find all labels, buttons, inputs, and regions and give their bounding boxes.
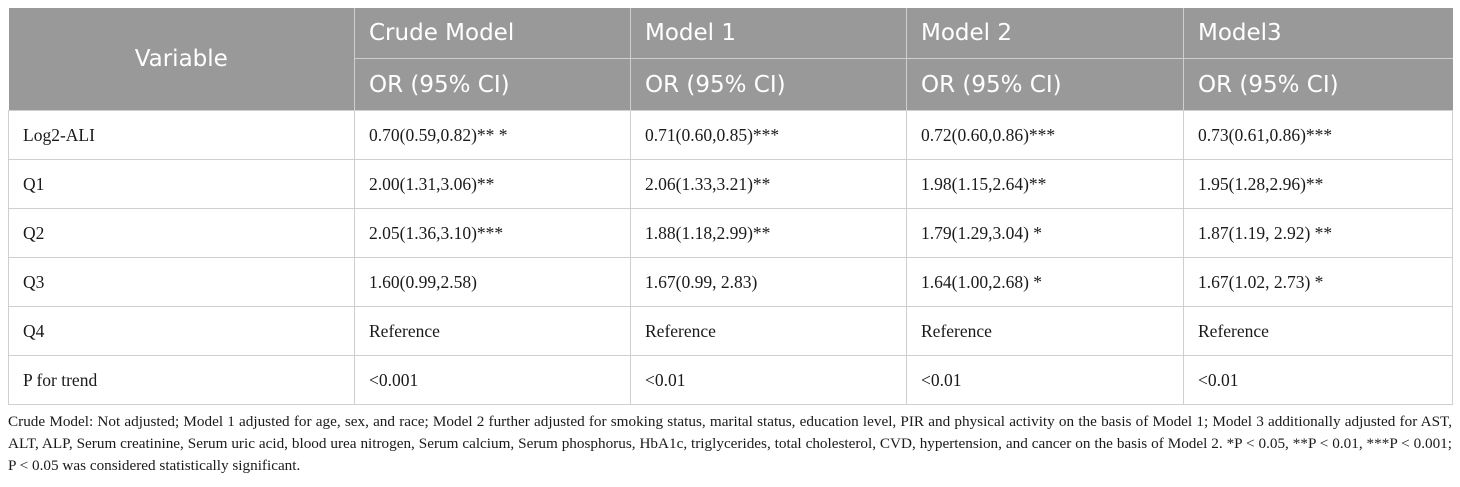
table-cell: 1.79(1.29,3.04) *	[906, 208, 1184, 258]
table-cell: <0.001	[354, 355, 631, 405]
table-row: Q4 Reference Reference Reference Referen…	[8, 306, 1453, 356]
table-cell: 1.88(1.18,2.99)**	[630, 208, 907, 258]
table-cell: Reference	[630, 306, 907, 356]
header-or-ci: OR (95% CI)	[1183, 58, 1453, 111]
table-cell: Reference	[354, 306, 631, 356]
header-variable: Variable	[8, 8, 355, 111]
table-cell: Reference	[906, 306, 1184, 356]
results-table: Variable Crude Model Model 1 Model 2 Mod…	[8, 8, 1453, 405]
table-cell: Reference	[1183, 306, 1453, 356]
table-cell: <0.01	[630, 355, 907, 405]
row-label: Log2-ALI	[8, 110, 355, 160]
table-row: Log2-ALI 0.70(0.59,0.82)** * 0.71(0.60,0…	[8, 110, 1453, 160]
table-cell: 1.95(1.28,2.96)**	[1183, 159, 1453, 209]
table-footnote: Crude Model: Not adjusted; Model 1 adjus…	[8, 413, 1452, 474]
table-row: Q3 1.60(0.99,2.58) 1.67(0.99, 2.83) 1.64…	[8, 257, 1453, 307]
row-label: Q2	[8, 208, 355, 258]
header-or-ci: OR (95% CI)	[630, 58, 907, 111]
header-model: Crude Model	[354, 8, 631, 59]
table-cell: 1.98(1.15,2.64)**	[906, 159, 1184, 209]
table-cell: 0.72(0.60,0.86)***	[906, 110, 1184, 160]
table-cell: <0.01	[906, 355, 1184, 405]
header-model: Model3	[1183, 8, 1453, 59]
header-row-models: Variable Crude Model Model 1 Model 2 Mod…	[8, 8, 1453, 111]
table-cell: 1.60(0.99,2.58)	[354, 257, 631, 307]
table-container: Variable Crude Model Model 1 Model 2 Mod…	[8, 8, 1453, 477]
row-label: Q1	[8, 159, 355, 209]
table-row: P for trend <0.001 <0.01 <0.01 <0.01	[8, 355, 1453, 405]
table-cell: 0.71(0.60,0.85)***	[630, 110, 907, 160]
table-cell: 1.64(1.00,2.68) *	[906, 257, 1184, 307]
table-cell: 0.73(0.61,0.86)***	[1183, 110, 1453, 160]
row-label: Q3	[8, 257, 355, 307]
table-cell: 2.06(1.33,3.21)**	[630, 159, 907, 209]
table-row: Q2 2.05(1.36,3.10)*** 1.88(1.18,2.99)** …	[8, 208, 1453, 258]
table-cell: 1.67(1.02, 2.73) *	[1183, 257, 1453, 307]
table-cell: 0.70(0.59,0.82)** *	[354, 110, 631, 160]
table-cell: 2.00(1.31,3.06)**	[354, 159, 631, 209]
table-cell: <0.01	[1183, 355, 1453, 405]
row-label: P for trend	[8, 355, 355, 405]
header-model: Model 1	[630, 8, 907, 59]
header-row-or: OR (95% CI) OR (95% CI) OR (95% CI) OR (…	[9, 58, 1453, 111]
header-or-ci: OR (95% CI)	[906, 58, 1184, 111]
table-cell: 1.87(1.19, 2.92) **	[1183, 208, 1453, 258]
header-model: Model 2	[906, 8, 1184, 59]
table-cell: 1.67(0.99, 2.83)	[630, 257, 907, 307]
table-cell: 2.05(1.36,3.10)***	[354, 208, 631, 258]
header-or-ci: OR (95% CI)	[354, 58, 631, 111]
table-row: Q1 2.00(1.31,3.06)** 2.06(1.33,3.21)** 1…	[8, 159, 1453, 209]
row-label: Q4	[8, 306, 355, 356]
